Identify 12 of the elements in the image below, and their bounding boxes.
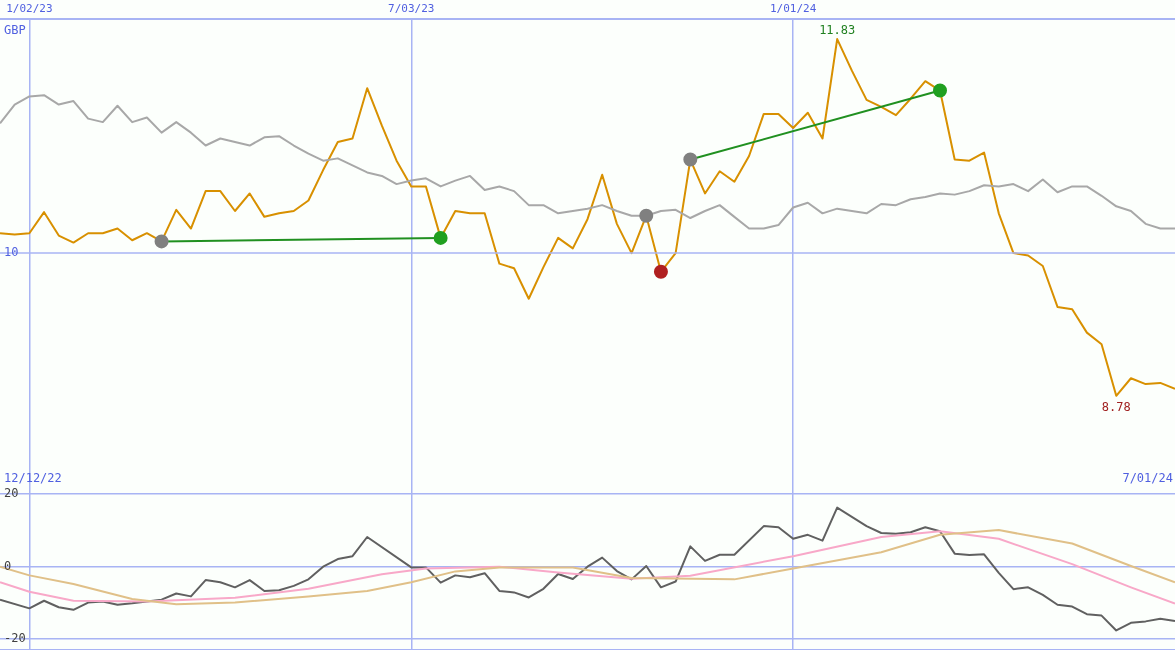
y-tick-label: 20 <box>4 486 19 501</box>
y-axis-title: GBP <box>4 23 26 38</box>
ref-line-label: 10 <box>4 245 19 260</box>
y-tick-label: -20 <box>4 631 26 646</box>
point <box>653 264 668 279</box>
x-tick-label: 1/02/23 <box>6 2 53 16</box>
x-tick-label: 7/03/23 <box>388 2 435 16</box>
data-label: 8.78 <box>1101 399 1131 414</box>
annotation: 12/12/22 <box>4 471 62 486</box>
x-tick-label: 1/01/24 <box>769 2 817 16</box>
data-label: 11.83 <box>819 23 856 38</box>
annotation: 7/01/24 <box>1122 471 1173 486</box>
